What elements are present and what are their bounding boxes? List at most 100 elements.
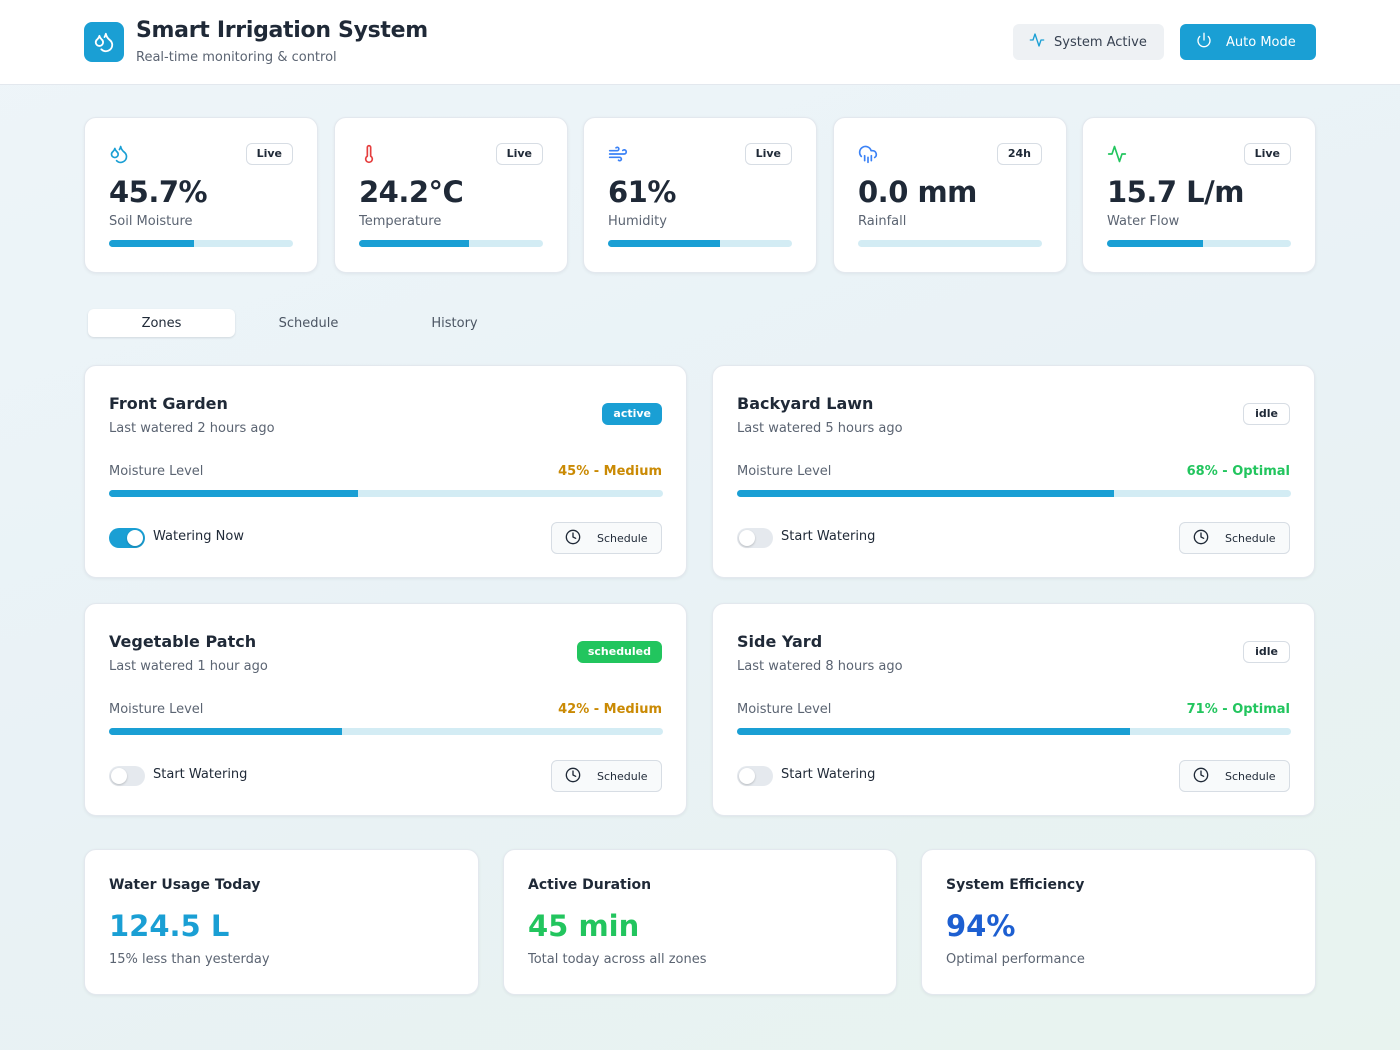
zone-name: Front Garden xyxy=(109,394,228,413)
droplets-icon xyxy=(109,144,129,164)
stat-progress-bar xyxy=(1107,240,1291,247)
stat-progress-bar xyxy=(608,240,792,247)
clock-icon xyxy=(1193,767,1209,786)
summary-subtitle: 15% less than yesterday xyxy=(109,952,270,967)
schedule-button[interactable]: Schedule xyxy=(551,522,662,554)
stat-value: 45.7% xyxy=(109,175,208,209)
live-badge: Live xyxy=(245,143,293,165)
stat-card-rainfall: 24h 0.0 mm Rainfall xyxy=(833,117,1067,273)
zone-last-watered: Last watered 2 hours ago xyxy=(109,421,275,436)
app-header: Smart Irrigation System Real-time monito… xyxy=(0,0,1400,85)
summary-subtitle: Optimal performance xyxy=(946,952,1085,967)
live-badge: Live xyxy=(495,143,543,165)
moisture-progress-bar xyxy=(737,728,1291,735)
zone-status-badge: scheduled xyxy=(576,641,662,663)
moisture-progress-bar xyxy=(109,728,663,735)
app-subtitle: Real-time monitoring & control xyxy=(136,50,337,65)
summary-value: 94% xyxy=(946,909,1016,943)
moisture-label: Moisture Level xyxy=(109,702,204,717)
schedule-button-label: Schedule xyxy=(597,531,648,545)
zone-last-watered: Last watered 1 hour ago xyxy=(109,659,268,674)
clock-icon xyxy=(1193,529,1209,548)
period-badge: 24h xyxy=(996,143,1042,165)
stat-progress-bar xyxy=(109,240,293,247)
watering-toggle[interactable] xyxy=(109,528,145,548)
moisture-value: 45% - Medium xyxy=(558,464,662,479)
watering-toggle-label: Watering Now xyxy=(153,529,244,544)
zone-status-badge: idle xyxy=(1243,641,1290,663)
clock-icon xyxy=(565,529,581,548)
zone-status-badge: idle xyxy=(1243,403,1290,425)
stat-progress-bar xyxy=(359,240,543,247)
cloud-rain-icon xyxy=(858,144,878,164)
activity-icon xyxy=(1029,32,1045,52)
tab-zones[interactable]: Zones xyxy=(88,309,235,337)
tab-history[interactable]: History xyxy=(431,315,478,331)
thermometer-icon xyxy=(359,144,379,164)
stat-value: 24.2°C xyxy=(359,175,464,209)
clock-icon xyxy=(565,767,581,786)
summary-title: System Efficiency xyxy=(946,877,1085,893)
watering-toggle[interactable] xyxy=(737,528,773,548)
stat-card-soil-moisture: Live 45.7% Soil Moisture xyxy=(84,117,318,273)
schedule-button[interactable]: Schedule xyxy=(1179,522,1290,554)
zone-card-front-garden: Front Garden Last watered 2 hours ago ac… xyxy=(84,365,687,578)
stat-label: Rainfall xyxy=(858,214,907,229)
zone-name: Backyard Lawn xyxy=(737,394,874,413)
zone-name: Vegetable Patch xyxy=(109,632,257,651)
zone-card-backyard-lawn: Backyard Lawn Last watered 5 hours ago i… xyxy=(712,365,1315,578)
moisture-label: Moisture Level xyxy=(737,702,832,717)
moisture-value: 71% - Optimal xyxy=(1186,702,1290,717)
stat-card-humidity: Live 61% Humidity xyxy=(583,117,817,273)
moisture-label: Moisture Level xyxy=(109,464,204,479)
watering-toggle[interactable] xyxy=(109,766,145,786)
summary-card-system-efficiency: System Efficiency 94% Optimal performanc… xyxy=(921,849,1316,995)
app-title: Smart Irrigation System xyxy=(136,18,428,43)
stat-label: Soil Moisture xyxy=(109,214,193,229)
watering-toggle[interactable] xyxy=(737,766,773,786)
power-icon xyxy=(1196,32,1212,52)
zone-status-badge: active xyxy=(602,403,662,425)
system-active-label: System Active xyxy=(1054,34,1147,50)
schedule-button-label: Schedule xyxy=(1225,769,1276,783)
moisture-progress-bar xyxy=(109,490,663,497)
stat-value: 15.7 L/m xyxy=(1107,175,1244,209)
schedule-button[interactable]: Schedule xyxy=(1179,760,1290,792)
stat-value: 0.0 mm xyxy=(858,175,977,209)
schedule-button-label: Schedule xyxy=(597,769,648,783)
zone-last-watered: Last watered 8 hours ago xyxy=(737,659,903,674)
zone-name: Side Yard xyxy=(737,632,823,651)
droplets-logo-icon xyxy=(84,22,124,62)
watering-toggle-label: Start Watering xyxy=(153,767,248,782)
stat-label: Water Flow xyxy=(1107,214,1180,229)
view-tabs: Zones Schedule History xyxy=(84,305,528,341)
summary-card-active-duration: Active Duration 45 min Total today acros… xyxy=(503,849,897,995)
live-badge: Live xyxy=(1243,143,1291,165)
summary-title: Active Duration xyxy=(528,877,652,893)
live-badge: Live xyxy=(744,143,792,165)
summary-title: Water Usage Today xyxy=(109,877,261,893)
auto-mode-button[interactable]: Auto Mode xyxy=(1180,24,1316,60)
zone-last-watered: Last watered 5 hours ago xyxy=(737,421,903,436)
stat-label: Humidity xyxy=(608,214,667,229)
watering-toggle-label: Start Watering xyxy=(781,767,876,782)
system-active-button[interactable]: System Active xyxy=(1013,24,1164,60)
schedule-button[interactable]: Schedule xyxy=(551,760,662,792)
stat-label: Temperature xyxy=(359,214,442,229)
moisture-progress-bar xyxy=(737,490,1291,497)
tab-schedule[interactable]: Schedule xyxy=(278,315,339,331)
zone-card-vegetable-patch: Vegetable Patch Last watered 1 hour ago … xyxy=(84,603,687,816)
stat-card-water-flow: Live 15.7 L/m Water Flow xyxy=(1082,117,1316,273)
stat-value: 61% xyxy=(608,175,676,209)
moisture-value: 42% - Medium xyxy=(558,702,662,717)
watering-toggle-label: Start Watering xyxy=(781,529,876,544)
zone-card-side-yard: Side Yard Last watered 8 hours ago idle … xyxy=(712,603,1315,816)
summary-card-water-usage: Water Usage Today 124.5 L 15% less than … xyxy=(84,849,479,995)
stat-card-temperature: Live 24.2°C Temperature xyxy=(334,117,568,273)
summary-value: 124.5 L xyxy=(109,909,230,943)
stat-progress-bar xyxy=(858,240,1042,247)
activity-icon xyxy=(1107,144,1127,164)
auto-mode-label: Auto Mode xyxy=(1226,34,1296,50)
schedule-button-label: Schedule xyxy=(1225,531,1276,545)
moisture-value: 68% - Optimal xyxy=(1186,464,1290,479)
